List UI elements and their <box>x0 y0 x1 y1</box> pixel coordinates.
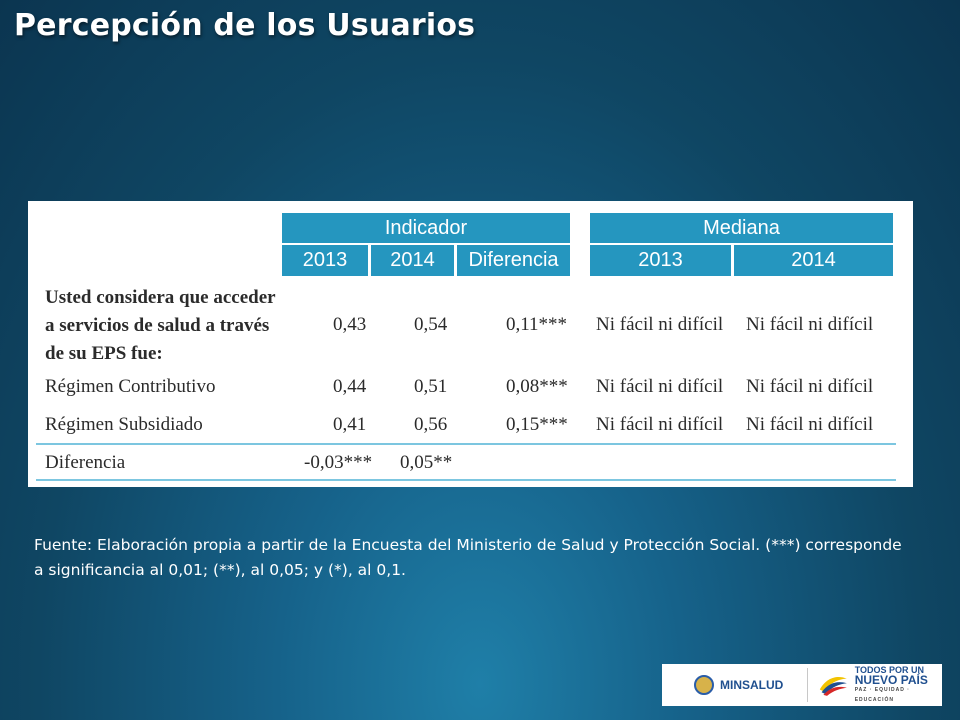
cell-value: Ni fácil ni difícil <box>746 376 874 397</box>
header-med-2013: 2013 <box>590 245 731 276</box>
tpup-line2: NUEVO PAÍS <box>854 673 928 687</box>
row-label-line: a servicios de salud a través <box>45 315 270 336</box>
table-bottom-line <box>36 479 896 481</box>
cell-value: 0,54 <box>414 314 448 335</box>
cell-value: 0,11*** <box>506 314 568 335</box>
footer-logos: MINSALUD TODOS POR UN NUEVO PAÍS PAZ · E… <box>662 664 942 706</box>
row-label-diferencia: Diferencia <box>45 452 126 473</box>
header-ind-2014: 2014 <box>371 245 454 276</box>
header-indicador: Indicador <box>282 213 570 243</box>
tpup-line3: PAZ · EQUIDAD · EDUCACIÓN <box>854 687 910 703</box>
source-note: Fuente: Elaboración propia a partir de l… <box>34 536 902 579</box>
cell-value: Ni fácil ni difícil <box>596 414 724 435</box>
cell-value: 0,05** <box>400 452 453 473</box>
header-diferencia: Diferencia <box>457 245 570 276</box>
header-mediana: Mediana <box>590 213 893 243</box>
page-title: Percepción de los Usuarios <box>14 8 476 43</box>
flag-swoosh-icon <box>819 677 847 696</box>
logo-divider <box>807 668 809 702</box>
cell-value: 0,08*** <box>506 376 568 397</box>
row-label-line: Usted considera que acceder <box>45 287 276 308</box>
row-label-eps-question: Usted considera que acceder a servicios … <box>45 284 276 368</box>
cell-value: 0,44 <box>333 376 367 397</box>
coat-of-arms-icon <box>694 675 714 695</box>
cell-value: 0,41 <box>333 414 367 435</box>
row-label-line: de su EPS fue: <box>45 343 163 364</box>
minsalud-text: MINSALUD <box>720 678 784 692</box>
cell-value: Ni fácil ni difícil <box>596 376 724 397</box>
cell-value: 0,43 <box>333 314 367 335</box>
cell-value: -0,03*** <box>304 452 373 473</box>
cell-value: 0,56 <box>414 414 448 435</box>
row-label-subsidiado: Régimen Subsidiado <box>45 414 203 435</box>
row-label-contributivo: Régimen Contributivo <box>45 376 216 397</box>
header-ind-2013: 2013 <box>282 245 368 276</box>
cell-value: 0,51 <box>414 376 448 397</box>
results-table: Indicador Mediana 2013 2014 Diferencia 2… <box>28 201 913 487</box>
table-separator <box>36 443 896 445</box>
cell-value: 0,15*** <box>506 414 568 435</box>
minsalud-logo: MINSALUD <box>662 675 807 695</box>
tpup-line1: TODOS POR UN <box>854 665 925 675</box>
cell-value: Ni fácil ni difícil <box>746 314 874 335</box>
todos-por-un-nuevo-pais-logo: TODOS POR UN NUEVO PAÍS PAZ · EQUIDAD · … <box>808 665 942 705</box>
cell-value: Ni fácil ni difícil <box>596 314 724 335</box>
cell-value: Ni fácil ni difícil <box>746 414 874 435</box>
header-med-2014: 2014 <box>734 245 893 276</box>
